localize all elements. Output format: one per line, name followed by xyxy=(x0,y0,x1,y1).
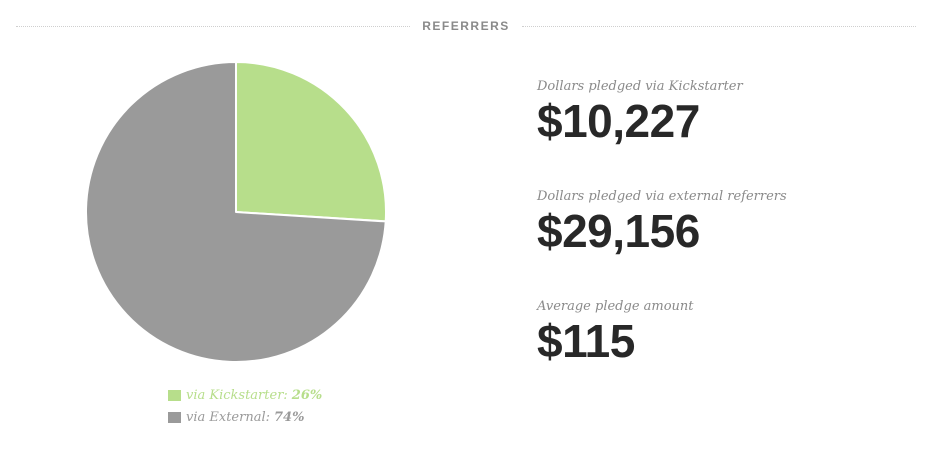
pie-slice-kickstarter xyxy=(235,61,387,223)
stat-kickstarter-dollars: Dollars pledged via Kickstarter $10,227 xyxy=(537,78,917,188)
legend-percent-external: 74% xyxy=(274,409,305,425)
section-header: REFERRERS xyxy=(16,18,916,36)
stat-average-pledge: Average pledge amount $115 xyxy=(537,298,917,408)
legend-item-kickstarter: via Kickstarter: 26% xyxy=(168,384,322,406)
legend-percent-kickstarter: 26% xyxy=(291,387,323,403)
pie-chart-svg xyxy=(85,61,387,363)
legend-label-kickstarter: via Kickstarter: xyxy=(186,387,288,403)
stat-label: Average pledge amount xyxy=(537,299,694,314)
legend-swatch-kickstarter xyxy=(168,389,181,401)
pie-chart xyxy=(76,52,396,372)
legend-swatch-external xyxy=(168,411,181,423)
stat-value: $29,156 xyxy=(537,205,700,257)
legend-label-external: via External: xyxy=(186,409,270,425)
legend-item-external: via External: 74% xyxy=(168,406,322,428)
section-title: REFERRERS xyxy=(422,19,510,33)
stat-value: $115 xyxy=(537,315,635,367)
stat-value: $10,227 xyxy=(537,95,700,147)
stat-label: Dollars pledged via Kickstarter xyxy=(537,79,743,94)
chart-legend: via Kickstarter: 26% via External: 74% xyxy=(168,384,322,428)
stat-label: Dollars pledged via external referrers xyxy=(537,189,787,204)
stats-panel: Dollars pledged via Kickstarter $10,227 … xyxy=(537,78,917,408)
pie-slice-external xyxy=(85,61,387,363)
stat-external-dollars: Dollars pledged via external referrers $… xyxy=(537,188,917,298)
header-rule-right xyxy=(522,26,916,27)
header-rule-left xyxy=(16,26,410,27)
